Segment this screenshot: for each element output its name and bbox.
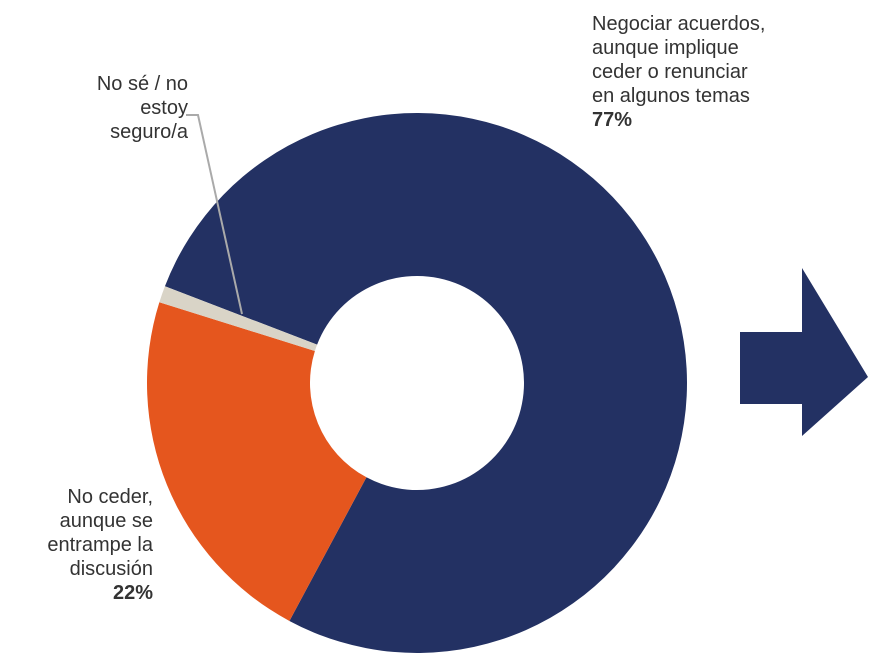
label-line: Negociar acuerdos, [592,13,765,35]
label-line: discusión [70,558,153,580]
category-label: Negociar acuerdos, aunque implique ceder o… [592,13,765,107]
label-line: No sé / no [97,73,188,95]
category-label: No sé / no estoy seguro/a [97,73,189,143]
label-line: aunque se [60,510,153,532]
label-line: seguro/a [110,121,189,143]
label-line: aunque implique [592,37,739,59]
donut-segment [146,302,367,621]
category-label: No ceder, aunque se entrampe la discusión [47,486,153,580]
label-line: ceder o renunciar [592,61,748,83]
label-line: estoy [140,97,188,119]
label-line: No ceder, [67,486,153,508]
label-line: entrampe la [47,534,153,556]
label-line: en algunos temas [592,85,750,107]
donut-segment [164,112,688,653]
arrow [740,268,868,436]
value-label: 77% [592,109,632,131]
leader-line [186,114,243,315]
value-label: 22% [113,582,153,604]
donut-segment [159,286,318,352]
